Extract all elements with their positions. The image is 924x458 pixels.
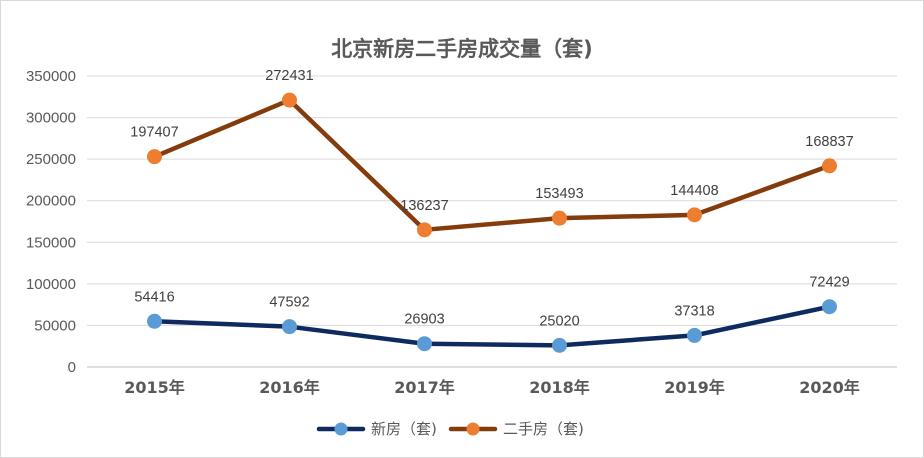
y-tick-label: 200000 [26,193,76,210]
y-tick-label: 0 [68,359,76,376]
data-label: 153493 [535,186,583,202]
data-label: 168837 [805,134,853,150]
data-label: 136237 [400,198,448,214]
x-tick-label: 2015年 [124,378,185,397]
y-tick-label: 250000 [26,151,76,168]
x-tick-label: 2017年 [394,378,455,397]
y-tick-label: 350000 [26,68,76,85]
x-tick-label: 2020年 [799,378,860,397]
data-point [147,313,162,329]
series-line-0 [152,304,832,348]
data-label: 47592 [269,295,309,311]
legend-label-1: 二手房（套) [503,420,584,438]
y-tick-label: 100000 [26,276,76,293]
y-tick-label: 300000 [26,110,76,127]
data-label: 197407 [130,125,178,141]
data-label: 37318 [674,303,714,319]
chart-title: 北京新房二手房成交量（套) [331,37,593,61]
data-point [822,158,837,174]
data-label: 72429 [809,275,849,291]
x-tick-label: 2016年 [259,378,320,397]
y-tick-label: 150000 [26,234,76,251]
data-label: 26903 [404,312,444,328]
data-point [552,210,567,226]
data-label: 25020 [539,313,579,329]
data-label: 272431 [265,68,313,84]
x-tick-label: 2018年 [529,378,590,397]
data-point [282,319,297,335]
data-label: 144408 [670,183,718,199]
data-point [822,299,837,315]
data-point [147,149,162,165]
legend-marker-0 [334,422,348,436]
data-point [552,337,567,353]
series-line-1 [152,97,832,233]
data-point [282,92,297,108]
x-tick-label: 2019年 [664,378,725,397]
data-point [687,207,702,223]
legend-label-0: 新房（套) [371,420,437,438]
y-tick-label: 50000 [34,317,76,334]
data-point [417,222,432,238]
data-label: 54416 [134,289,174,305]
data-point [687,327,702,343]
legend-marker-1 [466,422,480,436]
data-point [417,336,432,352]
